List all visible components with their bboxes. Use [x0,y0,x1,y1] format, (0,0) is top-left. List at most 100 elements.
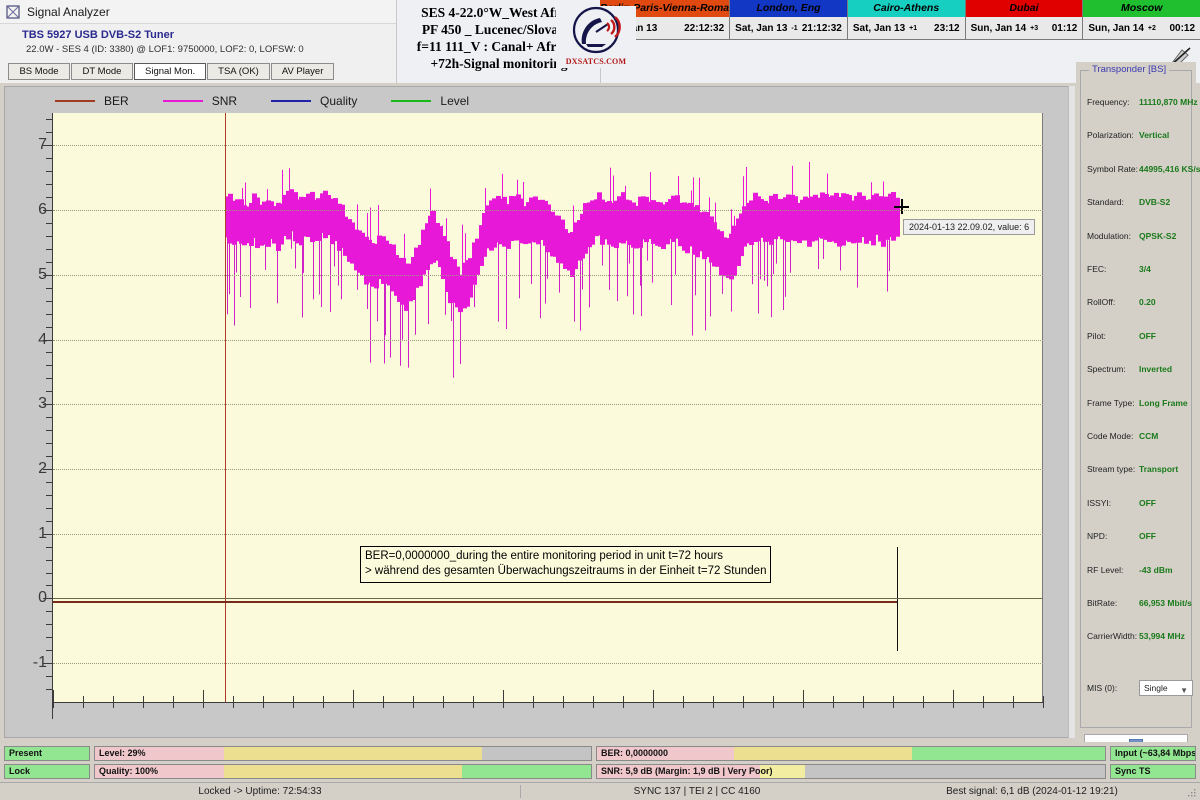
x-tick [683,696,684,708]
transponder-row-rolloff: RollOff: 0.20 [1087,297,1191,311]
signal-monitor-chart-panel: BER SNR Quality Level 7 6 5 4 3 2 1 0 -1 BER=0,0000… [4,86,1072,738]
bar-segment [223,747,482,760]
tab-bs-mode[interactable]: BS Mode [8,63,70,80]
mis-label: MIS (0): [1087,682,1118,693]
clock-date: Sat, Jan 13 [852,22,906,34]
y-tick-minor [46,443,53,445]
bar-label: SNR: 5,9 dB (Margin: 1,9 dB | Very Poor) [601,766,773,776]
legend-label: BER [104,94,129,108]
row-value: 53,994 MHz [1139,631,1185,642]
legend-item-quality: Quality [271,94,357,108]
y-tick-minor [46,352,53,354]
y-tick-minor [46,546,53,548]
y-tick-minor [46,624,53,626]
x-tick [203,690,204,708]
plot-area[interactable]: BER=0,0000000_during the entire monitori… [53,113,1043,702]
clock-date: Sat, Jan 13 [735,22,788,34]
x-tick [713,696,714,708]
row-value: OFF [1139,330,1156,341]
tab-dt-mode[interactable]: DT Mode [71,63,133,80]
clock-city: Moscow [1083,0,1200,17]
x-tick [863,696,864,708]
clock-date: Sun, Jan 14 [1088,22,1144,34]
chart-vertical-scrollbar[interactable] [1068,86,1075,738]
y-tick-minor [46,430,53,432]
transponder-row-carrierwidth: CarrierWidth: 53,994 MHz [1087,631,1191,645]
bar-segment [1111,747,1195,760]
gridline [53,468,1043,470]
bar-label: Sync TS [1115,766,1151,776]
row-value: OFF [1139,531,1156,542]
snr-trace [225,161,900,378]
status-uptime: Locked -> Uptime: 72:54:33 [198,786,322,797]
y-tick-minor [46,378,53,380]
clock-row: Sat, Jan 13 -1 21:12:32 [730,17,847,39]
y-tick-minor [46,456,53,458]
y-tick-major [43,468,53,470]
mis-select[interactable]: Single ▼ [1139,679,1193,696]
clock-time: 00:12 [1169,22,1196,34]
x-tick [443,696,444,708]
legend-label: SNR [211,94,238,108]
tuner-name: TBS 5927 USB DVB-S2 Tuner [22,29,175,41]
transponder-sidebar: Transponder [BS] Frequency: 11110,870 MHz… [1076,62,1200,756]
legend-item-level: Level [391,94,469,108]
y-tick-label: 3 [38,395,47,413]
zero-line [53,598,1043,600]
bar-label: BER: 0,0000000 [601,748,669,758]
x-tick [1043,696,1044,708]
mode-tabs: BS Mode DT Mode Signal Mon. TSA (OK) AV Play… [0,60,396,83]
y-tick-label: 2 [38,460,47,478]
row-label: Pilot: [1087,330,1106,341]
chart-legend: BER SNR Quality Level [5,90,1073,112]
row-value: Inverted [1139,364,1173,375]
y-tick-major [43,533,53,535]
y-tick-minor [46,481,53,483]
banner-line-2: PF 450 _ Lucenec/Slovakia [421,22,577,37]
gridline [53,339,1043,341]
y-tick-minor [46,235,53,237]
bar-segment [1111,765,1195,778]
tuner-details: 22.0W - SES 4 (ID: 3380) @ LOF1: 9750000… [26,44,304,55]
y-tick-minor [46,650,53,652]
transponder-row-code-mode: Code Mode: CCM [1087,431,1191,445]
y-tick-minor [46,417,53,419]
clock-row: Sat, Jan 13 +1 23:12 [847,17,965,39]
y-tick-major [43,274,53,276]
y-tick-minor [46,637,53,639]
y-tick-minor [46,559,53,561]
tab-signal-mon[interactable]: Signal Mon. [134,63,207,80]
window-title: Signal Analyzer [27,4,110,19]
row-label: Code Mode: [1087,431,1134,441]
bar-segment [481,747,591,760]
transponder-row-issyi: ISSYI: OFF [1087,498,1191,512]
y-tick-minor [46,197,53,199]
clock-offset: +1 [909,24,918,32]
bar-label: Present [9,748,43,758]
x-tick [953,690,954,708]
y-tick-minor [46,261,53,263]
logo-text: DXSATCS.COM [565,57,627,66]
tab-av-player[interactable]: AV Player [270,63,335,80]
row-value: OFF [1139,497,1156,508]
banner-line-4: +72h-Signal monitoring [430,56,568,71]
y-tick-major [43,404,53,406]
clock-3: Dubai Sun, Jan 14 +3 01:12 [965,0,1084,40]
transponder-row-fec: FEC: 3/4 [1087,264,1191,278]
x-tick [263,696,264,708]
x-tick [803,690,804,708]
y-tick-minor [46,494,53,496]
transponder-row-spectrum: Spectrum: Inverted [1087,364,1191,378]
transponder-row-modulation: Modulation: QPSK-S2 [1087,231,1191,245]
bar-segment [911,747,1105,760]
tab-tsa-ok[interactable]: TSA (OK) [207,63,270,80]
resize-grip[interactable] [1187,788,1197,798]
signal-analyzer-icon [6,4,20,19]
clock-2: Cairo-Athens Sat, Jan 13 +1 23:12 [847,0,966,40]
row-label: Stream type: [1087,464,1136,475]
x-axis-line [53,702,1043,703]
y-tick-minor [46,572,53,574]
status-divider-1 [520,785,521,798]
clock-offset: +2 [1147,24,1156,32]
row-label: Polarization: [1087,130,1134,141]
